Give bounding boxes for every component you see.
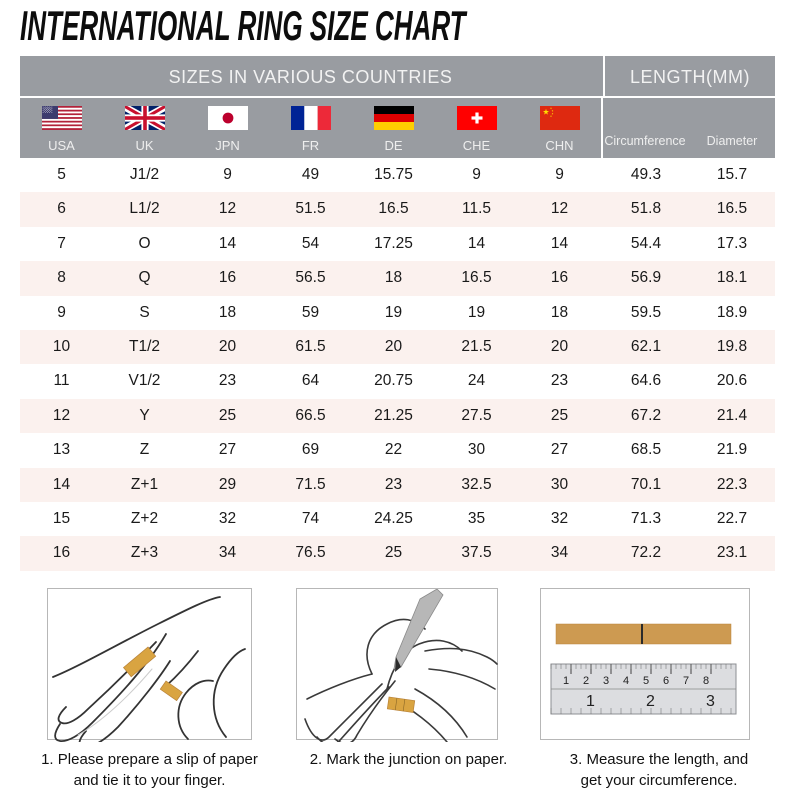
svg-text:4: 4 <box>623 675 629 687</box>
svg-text:3: 3 <box>603 675 609 687</box>
svg-text:2: 2 <box>646 693 655 710</box>
svg-text:2: 2 <box>583 675 589 687</box>
svg-text:6: 6 <box>663 675 669 687</box>
svg-text:3: 3 <box>706 693 715 710</box>
svg-text:7: 7 <box>683 675 689 687</box>
svg-text:1: 1 <box>586 693 595 710</box>
svg-text:8: 8 <box>703 675 709 687</box>
svg-text:5: 5 <box>643 675 649 687</box>
svg-text:1: 1 <box>563 675 569 687</box>
